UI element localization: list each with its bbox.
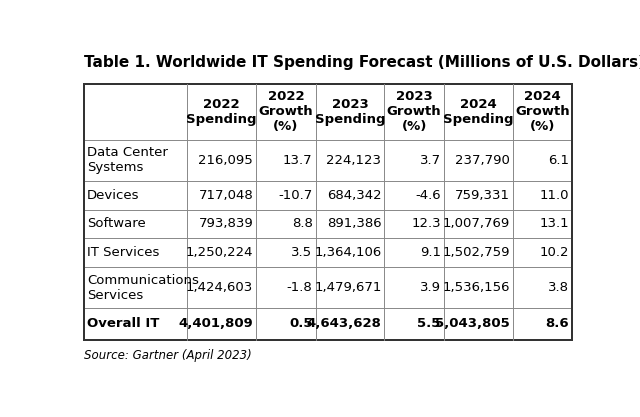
Text: Devices: Devices — [87, 189, 140, 202]
Text: 1,479,671: 1,479,671 — [314, 281, 381, 294]
Text: 3.7: 3.7 — [420, 154, 441, 167]
Text: 224,123: 224,123 — [326, 154, 381, 167]
Text: 0.5: 0.5 — [289, 317, 312, 330]
Text: Table 1. Worldwide IT Spending Forecast (Millions of U.S. Dollars): Table 1. Worldwide IT Spending Forecast … — [84, 55, 640, 70]
Text: Overall IT: Overall IT — [87, 317, 159, 330]
Text: 684,342: 684,342 — [327, 189, 381, 202]
Text: Communications
Services: Communications Services — [87, 274, 199, 301]
Text: 5.5: 5.5 — [417, 317, 441, 330]
Text: -4.6: -4.6 — [415, 189, 441, 202]
Text: 793,839: 793,839 — [198, 217, 253, 231]
Text: 1,007,769: 1,007,769 — [442, 217, 509, 231]
Text: 8.8: 8.8 — [292, 217, 312, 231]
Text: 216,095: 216,095 — [198, 154, 253, 167]
Text: 891,386: 891,386 — [327, 217, 381, 231]
Text: 759,331: 759,331 — [454, 189, 509, 202]
Text: 8.6: 8.6 — [545, 317, 569, 330]
Text: 12.3: 12.3 — [411, 217, 441, 231]
Text: 13.7: 13.7 — [283, 154, 312, 167]
Text: 3.9: 3.9 — [420, 281, 441, 294]
Text: 1,424,603: 1,424,603 — [186, 281, 253, 294]
Text: Source: Gartner (April 2023): Source: Gartner (April 2023) — [84, 349, 252, 362]
Text: 13.1: 13.1 — [540, 217, 569, 231]
Text: 1,250,224: 1,250,224 — [186, 246, 253, 259]
Text: 6.1: 6.1 — [548, 154, 569, 167]
Text: Software: Software — [87, 217, 146, 231]
Text: 237,790: 237,790 — [455, 154, 509, 167]
Text: 3.8: 3.8 — [548, 281, 569, 294]
Text: 2023
Spending: 2023 Spending — [315, 98, 385, 126]
Text: 4,643,628: 4,643,628 — [307, 317, 381, 330]
Text: Data Center
Systems: Data Center Systems — [87, 146, 168, 174]
Text: 717,048: 717,048 — [198, 189, 253, 202]
Bar — [84, 84, 572, 340]
Text: 11.0: 11.0 — [540, 189, 569, 202]
Text: 2024
Spending: 2024 Spending — [443, 98, 513, 126]
Text: 9.1: 9.1 — [420, 246, 441, 259]
Text: 2024
Growth
(%): 2024 Growth (%) — [515, 90, 570, 133]
Text: 1,536,156: 1,536,156 — [442, 281, 509, 294]
Text: 5,043,805: 5,043,805 — [435, 317, 509, 330]
Text: 4,401,809: 4,401,809 — [179, 317, 253, 330]
Text: 2023
Growth
(%): 2023 Growth (%) — [387, 90, 442, 133]
Text: 3.5: 3.5 — [291, 246, 312, 259]
Text: -10.7: -10.7 — [278, 189, 312, 202]
Text: -1.8: -1.8 — [287, 281, 312, 294]
Text: 2022
Spending: 2022 Spending — [186, 98, 257, 126]
Text: 10.2: 10.2 — [540, 246, 569, 259]
Text: 2022
Growth
(%): 2022 Growth (%) — [259, 90, 313, 133]
Text: 1,364,106: 1,364,106 — [314, 246, 381, 259]
Text: 1,502,759: 1,502,759 — [442, 246, 509, 259]
Text: IT Services: IT Services — [87, 246, 159, 259]
